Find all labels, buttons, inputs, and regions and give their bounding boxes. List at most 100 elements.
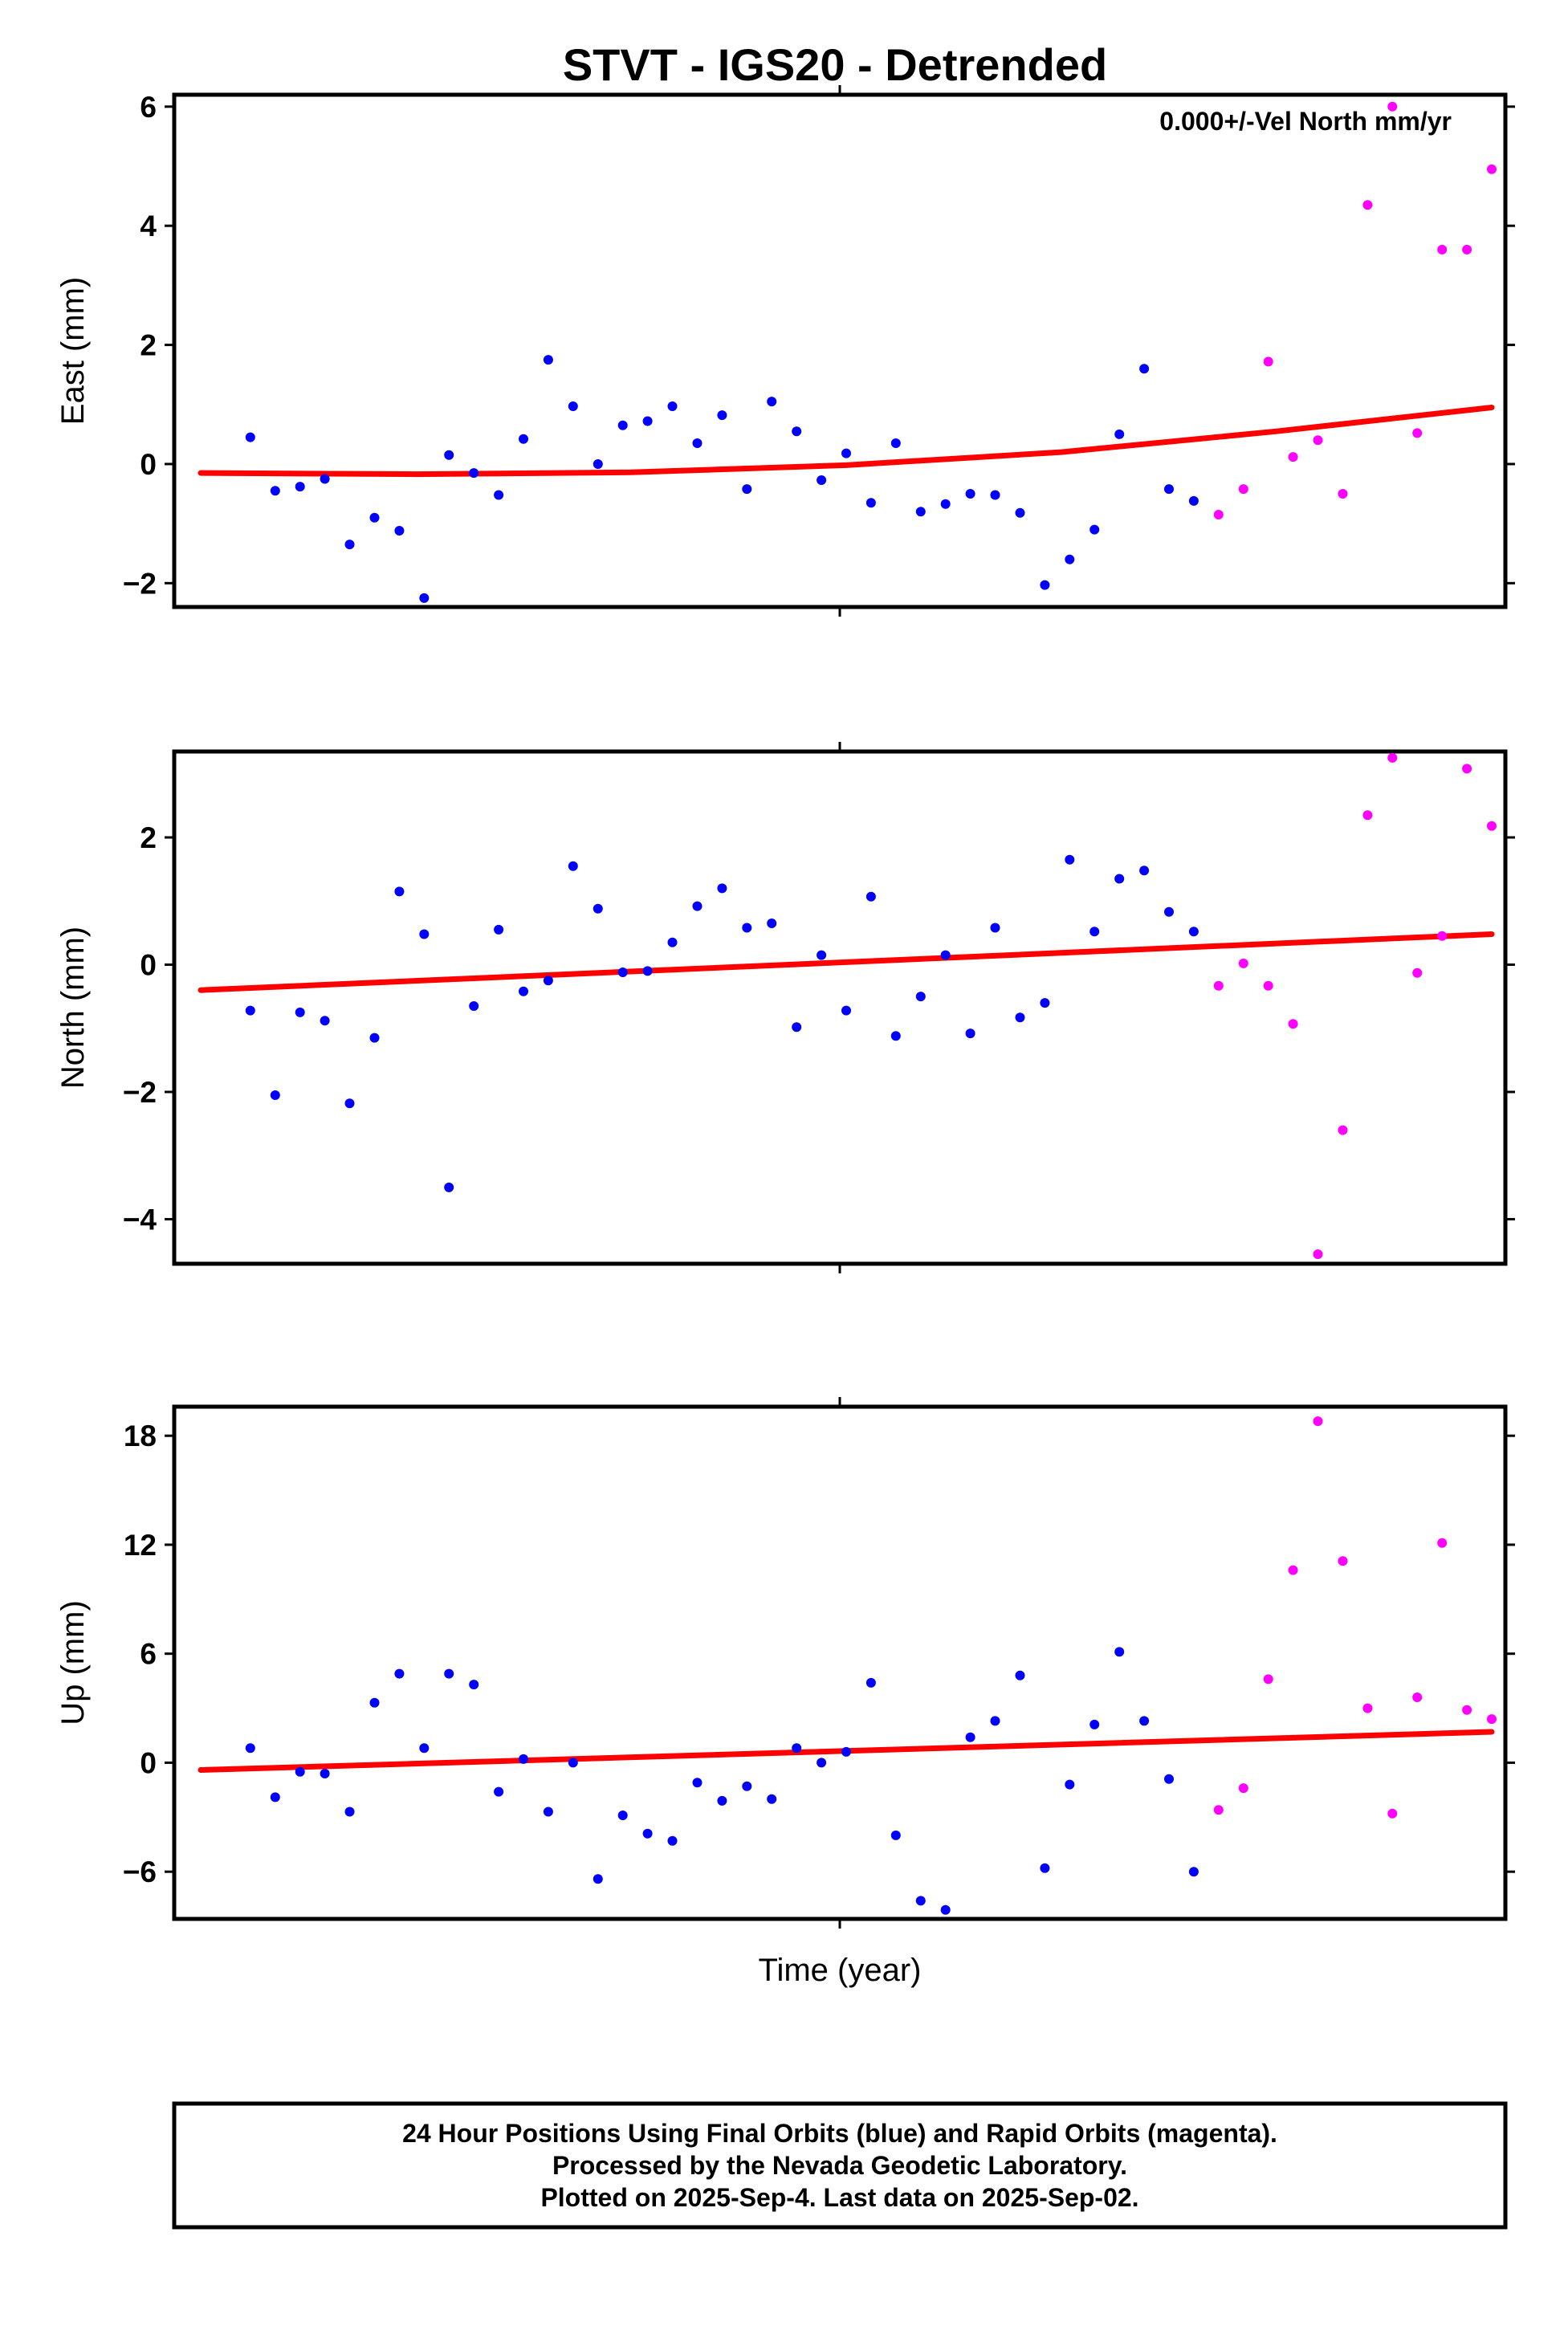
north-final-point: [1114, 874, 1125, 884]
up-ticks: −6 0 6 12 18: [123, 1397, 1515, 1929]
east-rapid-point: [1462, 244, 1472, 255]
up-final-point: [617, 1811, 628, 1820]
east-y-axis-label: East (mm): [55, 277, 91, 425]
north-final-point: [792, 1022, 802, 1033]
north-final-point: [865, 891, 876, 902]
east-ytick-label: 4: [140, 210, 157, 242]
east-fit-line: [198, 405, 1495, 478]
east-final-point: [419, 593, 430, 603]
up-y-axis-label: Up (mm): [55, 1600, 91, 1725]
north-final-point: [593, 903, 603, 914]
north-final-point: [692, 901, 703, 911]
north-rapid-point: [1487, 821, 1497, 831]
north-fit-layer: [198, 931, 1495, 993]
up-final-point: [841, 1746, 851, 1757]
east-final-point: [1065, 554, 1075, 564]
east-rapid-point: [1313, 435, 1323, 446]
north-ticks: −4 −2 0 2: [123, 742, 1515, 1273]
up-final-point: [865, 1677, 876, 1688]
up-final-point: [1114, 1647, 1125, 1657]
footer-plotted-line: Plotted on 2025-Sep-4. Last data on 2025…: [540, 2183, 1138, 2212]
up-rapid-point: [1213, 1805, 1224, 1815]
north-points-layer: [245, 752, 1497, 1260]
north-final-point: [717, 883, 727, 894]
up-final-point: [270, 1792, 280, 1802]
north-final-point: [444, 1182, 454, 1192]
north-final-point: [320, 1016, 330, 1026]
north-final-point: [940, 950, 951, 960]
up-panel: −6 0 6 12 18 Up (mm): [55, 1397, 1515, 1929]
east-ytick-label: 2: [140, 329, 157, 362]
north-final-point: [344, 1098, 355, 1109]
up-ytick-label: 0: [140, 1746, 157, 1779]
east-final-point: [965, 489, 975, 499]
up-rapid-point: [1338, 1556, 1348, 1566]
up-final-point: [990, 1716, 1000, 1726]
up-final-point: [295, 1766, 305, 1777]
east-final-point: [642, 416, 653, 426]
up-final-point: [692, 1778, 703, 1788]
footer-orbits-line: 24 Hour Positions Using Final Orbits (bl…: [402, 2119, 1277, 2148]
up-rapid-point: [1462, 1705, 1472, 1715]
east-points-layer: [245, 101, 1497, 603]
north-final-point: [469, 1001, 479, 1011]
up-ytick-label: −6: [123, 1855, 157, 1888]
east-final-point: [494, 490, 504, 500]
east-final-point: [990, 490, 1000, 500]
north-final-point: [270, 1090, 280, 1100]
up-final-point: [792, 1743, 802, 1754]
east-final-point: [742, 484, 752, 495]
up-final-point: [593, 1874, 603, 1884]
up-plot-frame: [172, 1404, 1508, 1921]
up-final-point: [767, 1794, 777, 1804]
north-rapid-point: [1238, 958, 1248, 968]
east-final-point: [817, 475, 827, 485]
up-final-point: [1089, 1719, 1100, 1729]
east-final-point: [320, 474, 330, 484]
footer-box: 24 Hour Positions Using Final Orbits (bl…: [172, 2101, 1508, 2230]
east-final-point: [369, 512, 380, 523]
up-final-point: [915, 1896, 926, 1906]
footer-processed-line: Processed by the Nevada Geodetic Laborat…: [552, 2151, 1127, 2180]
up-rapid-point: [1238, 1783, 1248, 1794]
north-rapid-point: [1338, 1125, 1348, 1135]
north-ytick-label: 0: [140, 949, 157, 982]
north-panel: −4 −2 0 2 North (mm): [55, 742, 1515, 1273]
up-final-point: [667, 1835, 678, 1846]
north-rapid-point: [1213, 980, 1224, 991]
up-final-point: [890, 1830, 901, 1840]
up-points-layer: [245, 1416, 1497, 1915]
up-rapid-point: [1313, 1416, 1323, 1427]
north-rapid-point: [1437, 931, 1448, 941]
north-final-point: [295, 1007, 305, 1017]
up-final-point: [344, 1807, 355, 1817]
north-final-point: [394, 886, 405, 897]
chart-title: STVT - IGS20 - Detrended: [563, 39, 1107, 90]
east-final-point: [1040, 580, 1050, 590]
up-final-point: [1139, 1716, 1150, 1726]
north-final-point: [519, 986, 528, 996]
north-final-point: [419, 929, 430, 939]
north-final-point: [1015, 1012, 1025, 1023]
up-final-point: [1065, 1779, 1075, 1790]
east-final-point: [344, 540, 355, 550]
up-final-point: [817, 1758, 827, 1768]
north-rapid-point: [1288, 1019, 1298, 1029]
up-final-point: [1188, 1867, 1199, 1877]
north-rapid-point: [1462, 764, 1472, 774]
north-plot-frame: [172, 749, 1508, 1266]
east-final-point: [890, 438, 901, 448]
east-ytick-label: −2: [123, 567, 157, 600]
north-rapid-point: [1412, 967, 1423, 978]
east-final-point: [568, 401, 578, 411]
north-final-point: [1188, 927, 1199, 937]
up-final-point: [568, 1758, 578, 1768]
north-final-point: [1139, 866, 1150, 876]
up-rapid-point: [1412, 1693, 1423, 1702]
up-final-point: [742, 1781, 752, 1791]
up-final-point: [394, 1668, 405, 1679]
east-final-point: [1164, 484, 1174, 495]
east-final-point: [1188, 495, 1199, 506]
east-final-point: [617, 420, 628, 430]
